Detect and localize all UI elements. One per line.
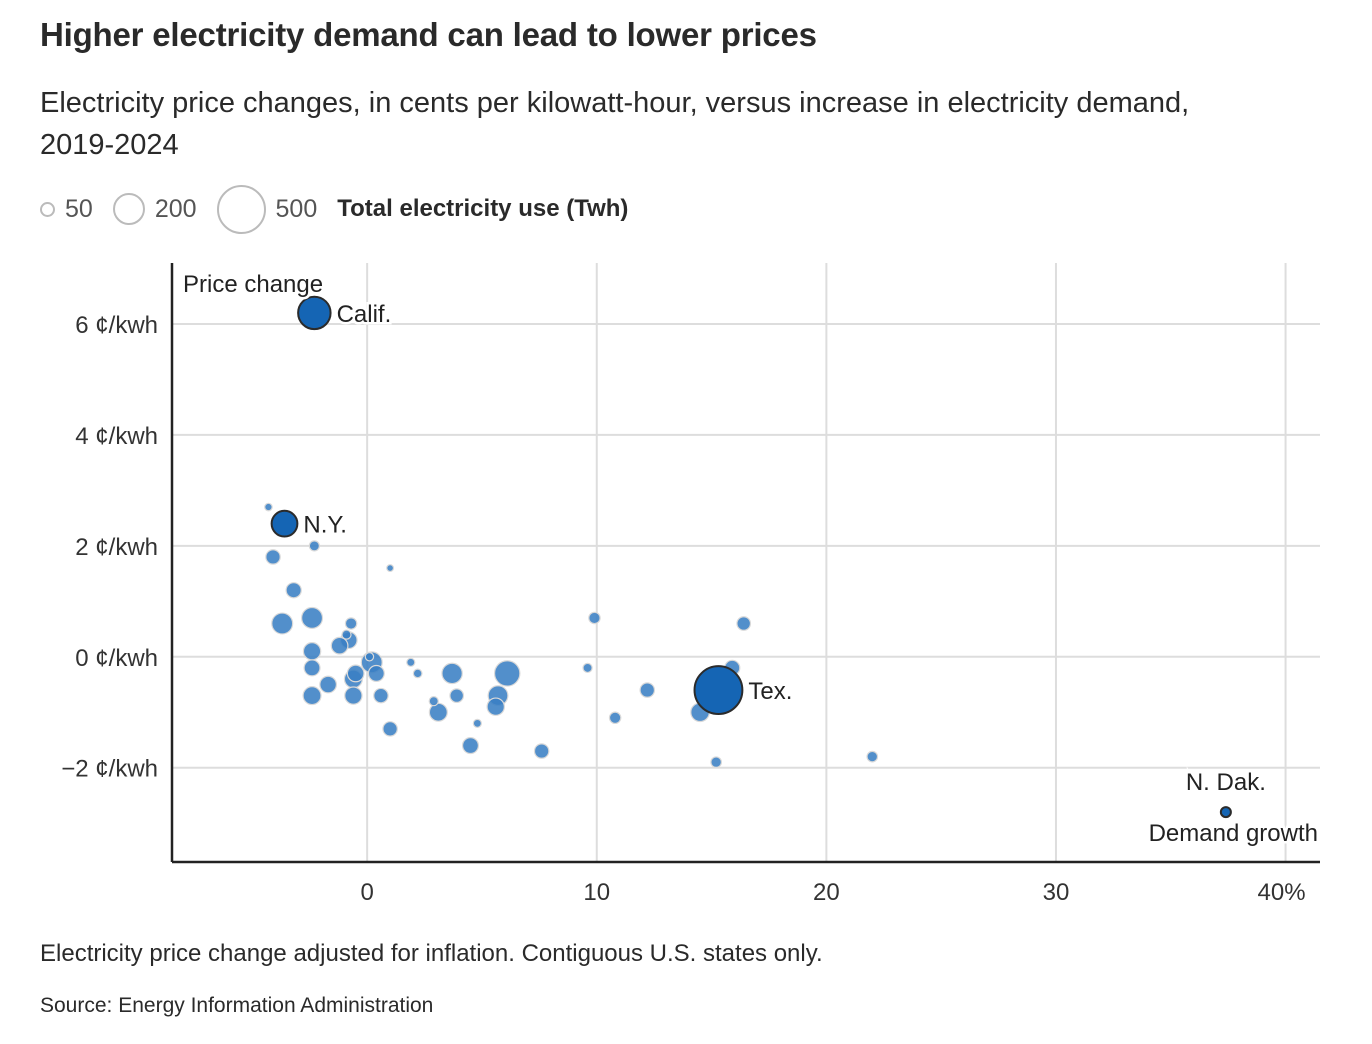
legend-title: Total electricity use (Twh): [337, 195, 629, 222]
bubble: [302, 642, 322, 661]
point-label: N.Y.: [303, 512, 347, 539]
bubble: [441, 662, 463, 685]
bubble: [264, 502, 273, 512]
bubble: [344, 617, 358, 630]
source-line: Source: Energy Information Administratio…: [40, 994, 434, 1017]
chart-subtitle: Electricity price changes, in cents per …: [40, 87, 1190, 161]
bubble: [302, 686, 322, 706]
bubble-highlight-calif: [297, 295, 332, 331]
legend-circle-large: [216, 184, 266, 234]
bubble: [710, 756, 722, 769]
bubble: [265, 549, 281, 565]
bubble: [386, 564, 395, 573]
y-axis-title: Price change: [183, 271, 323, 298]
bubble: [406, 657, 416, 667]
bubble: [736, 616, 752, 631]
bubble: [308, 540, 320, 552]
y-tick-label: 6 ¢/kwh: [75, 312, 158, 339]
bubble: [271, 612, 294, 635]
size-legend: 50 200 500 Total electricity use (Twh): [40, 184, 628, 234]
gridlines: [172, 263, 1320, 862]
x-tick-label: 10: [583, 879, 610, 906]
bubble: [303, 659, 321, 677]
legend-item-200: 200: [112, 193, 197, 225]
y-tick-label: 4 ¢/kwh: [75, 423, 158, 450]
x-tick-label: 30: [1043, 879, 1070, 906]
bubble: [330, 636, 349, 655]
point-label: Calif.: [337, 301, 392, 328]
bubble: [319, 675, 338, 694]
bubble: [367, 664, 385, 682]
bubble-highlight-ndak: [1219, 806, 1232, 819]
legend-item-500: 500: [216, 184, 318, 234]
bubble: [449, 688, 465, 703]
bubble: [412, 668, 423, 679]
bubble: [364, 652, 375, 662]
legend-circle-small: [40, 201, 55, 217]
bubble: [344, 686, 363, 705]
y-tick-label: −2 ¢/kwh: [61, 756, 158, 783]
legend-label: 50: [65, 194, 93, 223]
bubble: [486, 697, 505, 716]
point-label: Tex.: [748, 678, 792, 705]
bubble: [582, 662, 593, 674]
bubble: [493, 660, 521, 687]
bubble-highlight-tex: [693, 665, 744, 715]
bubble: [285, 582, 302, 599]
labels: Price change Demand growth Calif. N.Y. Tex. N…: [181, 269, 1321, 850]
bubble: [639, 682, 656, 698]
axes: 6 ¢/kwh 4 ¢/kwh 2 ¢/kwh 0 ¢/kwh −2 ¢/kwh 0 10 2…: [61, 263, 1320, 906]
bubble: [588, 611, 601, 625]
point-label: N. Dak.: [1186, 769, 1266, 796]
legend-label: 200: [154, 194, 197, 223]
bubble: [428, 696, 439, 707]
bubble: [866, 750, 879, 763]
x-tick-label: 0: [360, 879, 373, 906]
legend-label: 500: [275, 194, 318, 223]
chart-title: Higher electricity demand can lead to lo…: [40, 16, 817, 53]
bubble-highlight-ny: [270, 509, 299, 538]
x-tick-label: 20: [813, 879, 840, 906]
y-tick-label: 2 ¢/kwh: [75, 534, 158, 561]
bubble: [346, 664, 365, 683]
legend-circle-medium: [112, 193, 145, 225]
bubble: [472, 718, 482, 728]
footnote: Electricity price change adjusted for in…: [40, 940, 823, 967]
bubbles: [264, 295, 1232, 819]
x-tick-label: 40%: [1258, 879, 1306, 906]
bubble: [608, 711, 622, 725]
legend-item-50: 50: [40, 195, 93, 224]
bubble: [382, 721, 398, 737]
x-axis-title: Demand growth: [1149, 820, 1318, 847]
bubble: [533, 743, 550, 759]
bubble: [461, 736, 480, 755]
y-tick-label: 0 ¢/kwh: [75, 645, 158, 672]
bubble: [373, 687, 389, 704]
bubble: [341, 629, 352, 640]
bubble: [301, 606, 324, 629]
